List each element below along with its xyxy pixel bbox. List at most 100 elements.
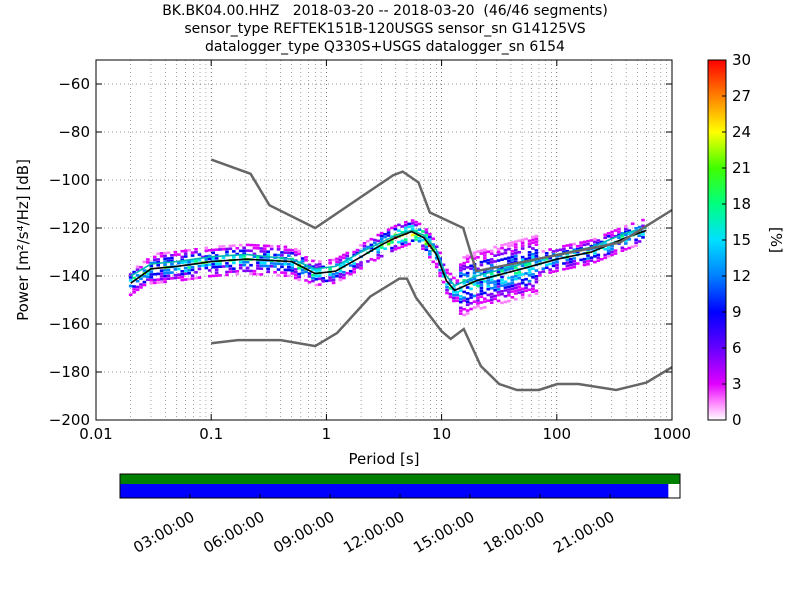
- heatmap-cell: [469, 296, 473, 299]
- heatmap-cell: [500, 246, 504, 250]
- heatmap-cell: [428, 253, 432, 256]
- y-tick-label: −60: [58, 75, 90, 93]
- heatmap-cell: [314, 266, 319, 270]
- heatmap-cell: [541, 270, 546, 273]
- heatmap-cell: [520, 293, 525, 296]
- heatmap-cell: [283, 268, 288, 272]
- heatmap-cell: [610, 236, 614, 239]
- heatmap-cell: [524, 286, 528, 290]
- heatmap-cell: [606, 252, 611, 255]
- heatmap-cell: [183, 269, 188, 273]
- heatmap-cell: [166, 257, 171, 260]
- heatmap-cell: [314, 283, 319, 287]
- heatmap-cell: [242, 252, 246, 255]
- colorbar-tick-label: 27: [732, 87, 751, 105]
- heatmap-cell: [414, 238, 418, 241]
- title-line-1: BK.BK04.00.HHZ 2018-03-20 -- 2018-03-20 …: [162, 3, 608, 19]
- heatmap-cell: [596, 253, 601, 257]
- heatmap-cell: [300, 271, 305, 275]
- heatmap-cell: [589, 244, 594, 248]
- heatmap-cell: [465, 297, 470, 301]
- heatmap-cell: [603, 242, 607, 245]
- heatmap-cell: [507, 299, 511, 303]
- heatmap-cell: [613, 234, 618, 238]
- heatmap-cell: [139, 277, 143, 281]
- noise-model-curves: [130, 158, 673, 392]
- heatmap-cell: [603, 247, 607, 251]
- heatmap-cell: [510, 284, 515, 288]
- heatmap-cell: [534, 237, 539, 241]
- heatmap-cell: [194, 276, 198, 280]
- heatmap-cell: [170, 259, 174, 263]
- heatmap-cell: [287, 263, 291, 266]
- heatmap-cell: [190, 268, 195, 272]
- heatmap-cell: [603, 253, 607, 257]
- heatmap-cell: [152, 281, 157, 285]
- y-tick-label: −160: [49, 315, 90, 333]
- heatmap-cell: [163, 271, 167, 275]
- heatmap-cell: [531, 276, 535, 279]
- heatmap-cell: [390, 226, 394, 230]
- heatmap-cell: [180, 272, 185, 276]
- heatmap-cell: [386, 234, 391, 237]
- heatmap-cell: [225, 253, 229, 257]
- heatmap-cell: [259, 267, 264, 270]
- heatmap-cell: [146, 258, 150, 261]
- heatmap-cell: [613, 229, 618, 232]
- heatmap-cell: [262, 244, 267, 248]
- heatmap-cell: [617, 227, 621, 231]
- heatmap-cell: [262, 253, 267, 256]
- heatmap-cell: [565, 261, 570, 265]
- heatmap-cell: [500, 243, 504, 247]
- heatmap-cell: [142, 269, 147, 272]
- heatmap-cell: [331, 281, 336, 285]
- heatmap-cell: [249, 263, 253, 267]
- heatmap-cell: [641, 224, 645, 228]
- heatmap-cell: [283, 248, 288, 252]
- heatmap-cell: [187, 260, 191, 264]
- heatmap-cell: [637, 240, 642, 243]
- y-tick-label: −200: [49, 411, 90, 429]
- heatmap-cell: [565, 264, 570, 267]
- heatmap-cell: [452, 276, 456, 280]
- heatmap-cell: [207, 254, 212, 258]
- density-heatmap: [128, 218, 645, 317]
- heatmap-cell: [579, 258, 583, 262]
- heatmap-cell: [290, 249, 295, 252]
- heatmap-cell: [579, 247, 583, 250]
- heatmap-cell: [328, 279, 332, 282]
- heatmap-cell: [324, 279, 329, 283]
- x-tick-label: 10: [432, 425, 451, 443]
- heatmap-cell: [531, 273, 535, 276]
- heatmap-cell: [410, 225, 415, 228]
- heatmap-cell: [132, 290, 136, 294]
- heatmap-cell: [317, 268, 322, 272]
- heatmap-cell: [366, 245, 370, 249]
- heatmap-cell: [379, 234, 384, 238]
- heatmap-cell: [335, 257, 339, 261]
- heatmap-cell: [551, 253, 556, 256]
- heatmap-cell: [373, 238, 377, 242]
- heatmap-cell: [630, 222, 635, 226]
- heatmap-cell: [207, 257, 212, 261]
- heatmap-cell: [414, 220, 418, 224]
- y-tick-label: −180: [49, 363, 90, 381]
- heatmap-cell: [183, 272, 188, 276]
- heatmap-cell: [496, 288, 501, 291]
- heatmap-cell: [276, 262, 281, 266]
- heatmap-cell: [489, 258, 494, 261]
- heatmap-cell: [531, 287, 535, 291]
- heatmap-cell: [458, 312, 463, 315]
- heatmap-cell: [297, 275, 301, 279]
- heatmap-cell: [507, 265, 511, 268]
- heatmap-cell: [410, 219, 415, 222]
- heatmap-cell: [568, 257, 573, 261]
- heatmap-cell: [152, 278, 157, 282]
- heatmap-cell: [146, 261, 150, 264]
- heatmap-cell: [352, 250, 356, 254]
- heatmap-cell: [434, 245, 439, 249]
- heatmap-cell: [507, 247, 511, 251]
- heatmap-cell: [159, 269, 164, 272]
- heatmap-cell: [194, 271, 198, 274]
- heatmap-cell: [187, 248, 191, 252]
